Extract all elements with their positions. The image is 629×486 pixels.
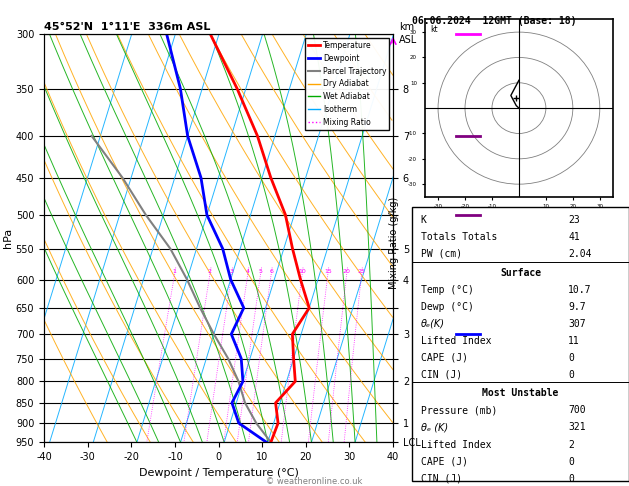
Text: θₑ (K): θₑ (K) [421,422,448,433]
Text: 2: 2 [568,439,574,450]
Text: ASL: ASL [399,35,418,45]
Text: Mixing Ratio (g/kg): Mixing Ratio (g/kg) [389,197,399,289]
X-axis label: Dewpoint / Temperature (°C): Dewpoint / Temperature (°C) [138,468,299,478]
Text: PW (cm): PW (cm) [421,249,462,259]
Text: © weatheronline.co.uk: © weatheronline.co.uk [266,476,363,486]
Text: 0: 0 [568,473,574,484]
Text: 6: 6 [269,269,273,274]
Text: kt: kt [430,25,438,34]
Legend: Temperature, Dewpoint, Parcel Trajectory, Dry Adiabat, Wet Adiabat, Isotherm, Mi: Temperature, Dewpoint, Parcel Trajectory… [305,38,389,130]
Text: 10.7: 10.7 [568,285,592,295]
Text: 2: 2 [208,269,212,274]
Text: CIN (J): CIN (J) [421,370,462,380]
Text: 45°52'N  1°11'E  336m ASL: 45°52'N 1°11'E 336m ASL [44,22,211,32]
Text: Lifted Index: Lifted Index [421,336,491,346]
Text: 06.06.2024  12GMT (Base: 18): 06.06.2024 12GMT (Base: 18) [412,16,577,26]
Text: 10: 10 [298,269,306,274]
Text: 41: 41 [568,232,580,242]
Text: 9.7: 9.7 [568,302,586,312]
Text: Most Unstable: Most Unstable [482,388,559,399]
Text: 0: 0 [568,353,574,363]
Text: Temp (°C): Temp (°C) [421,285,474,295]
Text: 23: 23 [568,215,580,225]
Text: 5: 5 [259,269,262,274]
Text: 4: 4 [246,269,250,274]
Text: Dewp (°C): Dewp (°C) [421,302,474,312]
Text: 321: 321 [568,422,586,433]
Text: K: K [421,215,426,225]
Text: 3: 3 [230,269,234,274]
Text: 25: 25 [358,269,365,274]
Text: θₑ(K): θₑ(K) [421,319,445,329]
Text: Pressure (mb): Pressure (mb) [421,405,497,416]
Y-axis label: hPa: hPa [3,228,13,248]
Text: km: km [399,21,415,32]
Text: Surface: Surface [500,268,541,278]
Text: Totals Totals: Totals Totals [421,232,497,242]
Text: CIN (J): CIN (J) [421,473,462,484]
Text: 11: 11 [568,336,580,346]
Text: 307: 307 [568,319,586,329]
Text: 20: 20 [343,269,351,274]
Text: 15: 15 [324,269,332,274]
Text: CAPE (J): CAPE (J) [421,456,468,467]
Text: Lifted Index: Lifted Index [421,439,491,450]
Text: CAPE (J): CAPE (J) [421,353,468,363]
Text: 700: 700 [568,405,586,416]
Text: 0: 0 [568,370,574,380]
Text: 1: 1 [173,269,177,274]
Text: 0: 0 [568,456,574,467]
Text: 2.04: 2.04 [568,249,592,259]
